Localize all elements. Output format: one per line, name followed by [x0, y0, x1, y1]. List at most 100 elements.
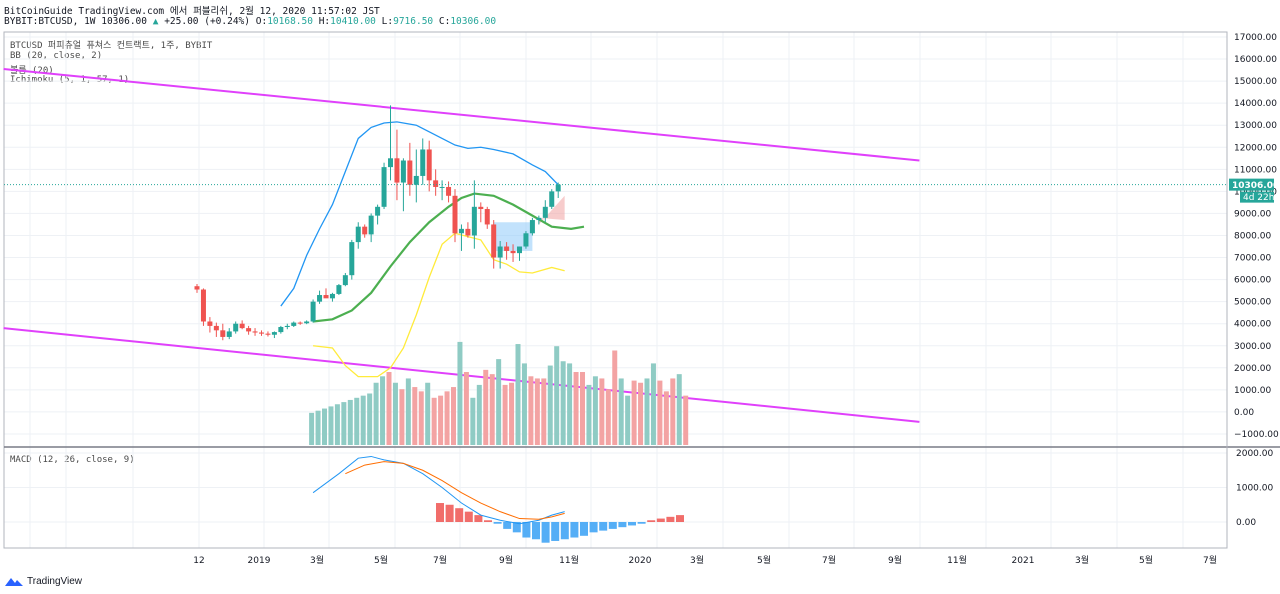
price-tick-label: 1000.00 [1234, 386, 1271, 396]
macd-histogram-bar [512, 522, 521, 533]
volume-bar [676, 374, 682, 445]
macd-histogram-bar [464, 511, 473, 522]
macd-histogram-bar [522, 522, 531, 538]
candle-body [458, 228, 464, 234]
candle-body [355, 226, 361, 243]
macd-histogram-bar [503, 522, 512, 529]
volume-bar [341, 402, 347, 445]
candle-body [291, 322, 297, 326]
candle-body [362, 226, 368, 235]
candle-body [213, 325, 219, 331]
candle-body [420, 149, 426, 176]
volume-bar [567, 363, 573, 445]
volume-bar [547, 365, 553, 445]
macd-histogram-bar [560, 522, 569, 540]
volume-bar [483, 369, 489, 445]
macd-histogram-bar [656, 518, 665, 522]
trendline-0 [3, 67, 920, 162]
volume-bar [638, 382, 644, 445]
volume-bar [650, 363, 656, 445]
candle-body [368, 215, 374, 235]
volume-bar [515, 344, 521, 445]
macd-histogram-bar [608, 522, 617, 529]
volume-bar [309, 412, 315, 445]
volume-bar [683, 395, 689, 445]
macd-histogram-bar [666, 516, 675, 522]
candle-body [446, 186, 452, 196]
volume-bar [560, 361, 566, 445]
candle-body [284, 325, 290, 328]
macd-legend[interactable]: MACD (12, 26, close, 9) [10, 455, 135, 465]
time-tick-label: 2021 [1012, 556, 1035, 566]
candle-body [265, 333, 271, 335]
chart-title-legend[interactable]: BTCUSD 퍼피츄얼 퓨쳐스 컨트랙트, 1주, BYBIT [10, 41, 213, 51]
macd-line [312, 455, 565, 525]
candle-body [220, 330, 226, 337]
candle-body [252, 331, 258, 333]
volume-bar [412, 387, 418, 445]
publish-info: BitCoinGuide TradingView.com 에서 퍼블리쉬, 2월… [4, 6, 380, 17]
tradingview-footer[interactable]: TradingView [4, 575, 82, 587]
macd-histogram-bar [628, 522, 636, 526]
volume-bar [573, 372, 579, 445]
candle-body [310, 301, 316, 322]
macd-histogram-bar [436, 503, 444, 522]
macd-histogram-bar [589, 522, 598, 533]
candle-body [413, 175, 419, 185]
volume-bar [425, 382, 431, 445]
volume-bar [463, 372, 469, 445]
price-tick-label: 16000.00 [1234, 55, 1277, 65]
macd-histogram-bar [647, 520, 656, 522]
macd-histogram-bar [676, 515, 684, 522]
volume-bar [586, 384, 592, 445]
candle-body [433, 180, 439, 187]
volume-bar [470, 397, 476, 445]
price-tick-label: 7000.00 [1234, 254, 1271, 264]
time-tick-label: 7월 [433, 554, 447, 566]
volume-bar [451, 387, 456, 445]
time-tick-label: 2020 [629, 556, 652, 566]
price-tick-label: 8000.00 [1234, 231, 1271, 241]
macd-histogram-bar [532, 522, 540, 540]
low-label: L: [381, 16, 394, 27]
volume-bar [418, 391, 424, 445]
macd-histogram-bar [493, 522, 502, 524]
bb-legend[interactable]: BB (20, close, 2) [10, 51, 103, 61]
volume-bar [534, 378, 540, 445]
close-value: 10306.00 [450, 16, 497, 27]
candle-body [349, 242, 355, 276]
time-tick-label: 12 [193, 556, 204, 566]
candle-body [510, 250, 516, 254]
price-tick-label: 15000.00 [1234, 77, 1277, 87]
candle-body [336, 285, 342, 294]
volume-bar [592, 376, 598, 445]
close-label: C: [438, 16, 451, 27]
time-tick-label: 7월 [1203, 554, 1217, 566]
candle-body [278, 327, 284, 333]
candle-body [194, 286, 200, 290]
price-tick-label: 14000.00 [1234, 99, 1277, 109]
ichimoku-legend[interactable]: Ichimoku (5, 1, 57, 1) [10, 75, 130, 85]
price-tick-label: 9000.00 [1234, 209, 1271, 219]
volume-bar [657, 380, 663, 445]
volume-bar [605, 389, 611, 445]
volume-bar [360, 395, 366, 445]
macd-histogram-bar [445, 504, 454, 522]
candle-body [471, 206, 477, 236]
macd-histogram-bar [599, 522, 608, 531]
candle-body [491, 224, 497, 258]
time-tick-label: 9월 [499, 554, 513, 566]
volume-bar [444, 391, 450, 445]
volume-bar [354, 397, 360, 445]
volume-bar [476, 384, 482, 445]
candle-body [200, 289, 206, 322]
symbol-price: BYBIT:BTCUSD, 1W 10306.00 [4, 16, 147, 27]
candle-body [407, 160, 413, 185]
time-tick-label: 11월 [559, 554, 579, 566]
volume-bar [380, 376, 386, 445]
volume-bar [322, 408, 327, 445]
candle-body [375, 206, 381, 216]
price-tick-label: 13000.00 [1234, 121, 1277, 131]
volume-bar [405, 378, 411, 445]
